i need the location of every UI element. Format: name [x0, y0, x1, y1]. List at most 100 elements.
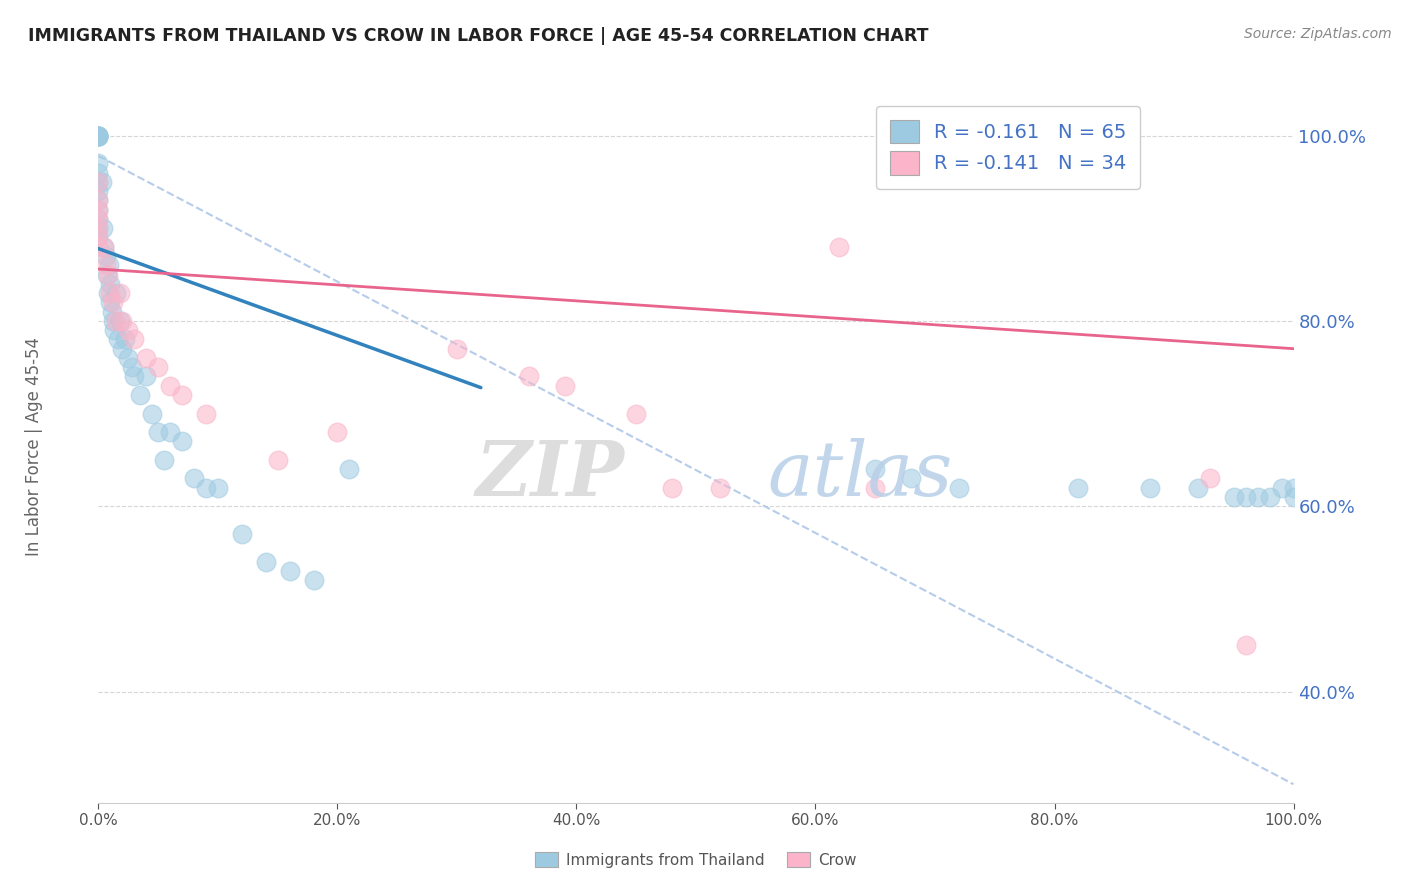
- Point: [87, 128, 110, 143]
- Point: [863, 462, 886, 476]
- Point: [148, 360, 170, 375]
- Point: [153, 453, 176, 467]
- Point: [159, 378, 181, 392]
- Point: [194, 407, 217, 421]
- Point: [87, 202, 110, 217]
- Point: [98, 295, 122, 310]
- Point: [172, 434, 194, 449]
- Point: [1222, 490, 1246, 504]
- Point: [108, 314, 131, 328]
- Point: [1282, 481, 1305, 495]
- Point: [87, 184, 110, 198]
- Point: [129, 388, 152, 402]
- Point: [87, 211, 110, 226]
- Point: [87, 211, 110, 226]
- Point: [94, 258, 117, 272]
- Point: [105, 286, 128, 301]
- Point: [863, 481, 886, 495]
- Point: [194, 481, 217, 495]
- Text: IMMIGRANTS FROM THAILAND VS CROW IN LABOR FORCE | AGE 45-54 CORRELATION CHART: IMMIGRANTS FROM THAILAND VS CROW IN LABO…: [28, 27, 928, 45]
- Point: [101, 314, 124, 328]
- Point: [135, 369, 157, 384]
- Point: [108, 286, 131, 301]
- Point: [87, 240, 110, 254]
- Point: [231, 527, 253, 541]
- Point: [554, 378, 576, 392]
- Point: [661, 481, 683, 495]
- Point: [87, 128, 110, 143]
- Point: [1234, 638, 1257, 652]
- Point: [87, 221, 110, 235]
- Point: [114, 333, 136, 347]
- Point: [1282, 490, 1305, 504]
- Point: [1246, 490, 1268, 504]
- Point: [87, 128, 110, 143]
- Point: [1139, 481, 1161, 495]
- Point: [101, 295, 124, 310]
- Point: [87, 230, 110, 244]
- Point: [117, 323, 139, 337]
- Text: ZIP: ZIP: [475, 438, 624, 511]
- Point: [1271, 481, 1294, 495]
- Point: [302, 574, 325, 588]
- Point: [87, 194, 110, 208]
- Point: [91, 221, 114, 235]
- Point: [100, 304, 122, 318]
- Point: [148, 425, 170, 439]
- Point: [96, 268, 118, 282]
- Point: [111, 314, 134, 328]
- Point: [124, 333, 146, 347]
- Point: [1198, 471, 1220, 485]
- Point: [1258, 490, 1281, 504]
- Point: [87, 128, 110, 143]
- Point: [98, 286, 122, 301]
- Text: Source: ZipAtlas.com: Source: ZipAtlas.com: [1244, 27, 1392, 41]
- Point: [87, 128, 110, 143]
- Point: [337, 462, 360, 476]
- Point: [103, 323, 125, 337]
- Point: [87, 221, 110, 235]
- Point: [107, 333, 129, 347]
- Point: [87, 128, 110, 143]
- Legend: Immigrants from Thailand, Crow: Immigrants from Thailand, Crow: [529, 846, 863, 873]
- Point: [183, 471, 205, 485]
- Point: [98, 258, 121, 272]
- Point: [278, 564, 301, 578]
- Point: [135, 351, 157, 365]
- Point: [326, 425, 349, 439]
- Point: [900, 471, 922, 485]
- Y-axis label: In Labor Force | Age 45-54: In Labor Force | Age 45-54: [25, 336, 42, 556]
- Point: [1187, 481, 1209, 495]
- Point: [172, 388, 194, 402]
- Point: [94, 249, 117, 263]
- Point: [87, 202, 110, 217]
- Point: [87, 128, 110, 143]
- Point: [828, 240, 851, 254]
- Point: [87, 175, 110, 189]
- Point: [117, 351, 139, 365]
- Point: [121, 360, 143, 375]
- Point: [87, 128, 110, 143]
- Point: [93, 240, 115, 254]
- Point: [517, 369, 540, 384]
- Point: [709, 481, 731, 495]
- Point: [124, 369, 146, 384]
- Point: [91, 175, 114, 189]
- Point: [87, 194, 110, 208]
- Point: [105, 314, 128, 328]
- Point: [446, 342, 468, 356]
- Point: [267, 453, 290, 467]
- Point: [98, 277, 122, 291]
- Point: [948, 481, 970, 495]
- Point: [624, 407, 647, 421]
- Point: [93, 240, 115, 254]
- Point: [1234, 490, 1257, 504]
- Point: [254, 555, 277, 569]
- Point: [1067, 481, 1090, 495]
- Point: [97, 268, 120, 282]
- Text: atlas: atlas: [768, 438, 953, 511]
- Point: [87, 166, 110, 180]
- Point: [87, 156, 110, 170]
- Point: [111, 342, 134, 356]
- Point: [159, 425, 181, 439]
